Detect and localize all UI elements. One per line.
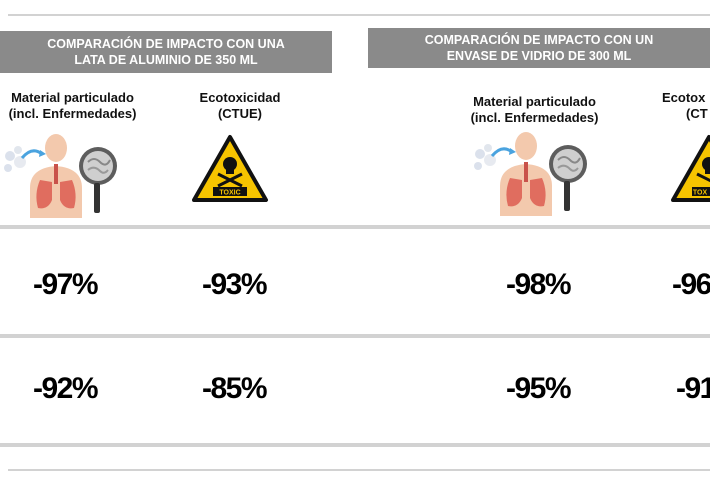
toxic-label: TOXIC: [219, 190, 240, 197]
toxic-warning-icon: TOXIC: [192, 135, 268, 202]
lungs-magnifier-icon: [474, 132, 587, 216]
right-col1-header: Material particulado (incl. Enfermedades…: [470, 94, 599, 125]
row-divider-3: [0, 443, 710, 447]
right-title-line2: ENVASE DE VIDRIO DE 300 ML: [446, 49, 632, 63]
left-title-line2: LATA DE ALUMINIO DE 350 ML: [74, 53, 258, 67]
left-row1-col2: -93%: [201, 268, 268, 301]
right-row2-col2: -91: [676, 372, 710, 405]
right-title-line1: COMPARACIÓN DE IMPACTO CON UN: [424, 33, 654, 47]
right-panel-title: COMPARACIÓN DE IMPACTO CON UN ENVASE DE …: [368, 28, 710, 68]
top-divider: [8, 14, 710, 16]
right-col2-header: Ecotox (CT: [662, 90, 708, 121]
right-row2-col1: -95%: [505, 372, 572, 405]
left-panel-title: COMPARACIÓN DE IMPACTO CON UNA LATA DE A…: [0, 31, 332, 73]
lungs-magnifier-icon: [4, 134, 117, 218]
right-row1-col2: -96: [672, 268, 710, 301]
row-divider-1: [0, 225, 710, 229]
left-row2-col1: -92%: [32, 372, 99, 405]
svg-text:TOX: TOX: [693, 190, 708, 197]
row-divider-2: [0, 334, 710, 338]
left-col1-header: Material particulado (incl. Enfermedades…: [8, 90, 137, 121]
left-row1-col1: -97%: [32, 268, 99, 301]
left-title-line1: COMPARACIÓN DE IMPACTO CON UNA: [47, 37, 285, 51]
bottom-divider: [8, 469, 710, 471]
right-row1-col1: -98%: [505, 268, 572, 301]
left-col2-header: Ecotoxicidad (CTUE): [199, 90, 281, 121]
toxic-warning-icon: TOX: [671, 135, 710, 202]
left-row2-col2: -85%: [201, 372, 268, 405]
